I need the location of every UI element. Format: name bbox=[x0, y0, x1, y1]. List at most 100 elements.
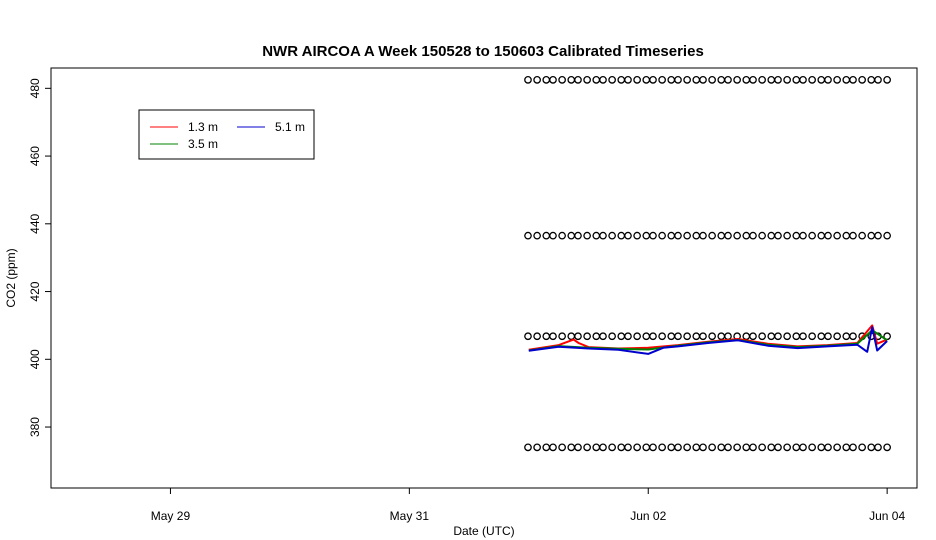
calibration-point bbox=[524, 231, 532, 240]
calibration-point bbox=[758, 443, 766, 452]
calibration-point bbox=[849, 76, 857, 84]
calibration-point bbox=[574, 332, 582, 341]
calibration-point bbox=[649, 231, 657, 240]
calibration-point bbox=[824, 231, 832, 240]
calibration-point bbox=[608, 332, 616, 341]
calibration-point bbox=[874, 231, 882, 240]
calibration-point bbox=[783, 332, 791, 341]
calibration-point bbox=[849, 332, 857, 341]
calibration-point bbox=[758, 231, 766, 240]
calibration-point bbox=[699, 443, 707, 452]
calibration-point bbox=[583, 332, 591, 341]
series-line-5-1-m bbox=[528, 326, 888, 355]
calibration-point bbox=[749, 443, 757, 452]
calibration-point bbox=[749, 231, 757, 240]
y-tick-label: 440 bbox=[28, 213, 42, 233]
calibration-point bbox=[533, 76, 541, 84]
calibration-point bbox=[699, 332, 707, 341]
calibration-point bbox=[633, 231, 641, 240]
calibration-point bbox=[549, 76, 557, 84]
calibration-point bbox=[674, 76, 682, 84]
calibration-point bbox=[599, 443, 607, 452]
legend: 1.3 m 3.5 m 5.1 m bbox=[138, 109, 315, 160]
calibration-point bbox=[733, 443, 741, 452]
calibration-point bbox=[758, 332, 766, 341]
calibration-point bbox=[849, 231, 857, 240]
calibration-point bbox=[783, 76, 791, 84]
calibration-point bbox=[524, 332, 532, 341]
calibration-point bbox=[599, 332, 607, 341]
calibration-point bbox=[658, 76, 666, 84]
calibration-point bbox=[799, 332, 807, 341]
calibration-point bbox=[574, 76, 582, 84]
calibration-point bbox=[799, 76, 807, 84]
calibration-point bbox=[883, 231, 891, 240]
calibration-point bbox=[724, 231, 732, 240]
calibration-point bbox=[774, 76, 782, 84]
calibration-point bbox=[824, 76, 832, 84]
x-axis-label: Date (UTC) bbox=[453, 524, 514, 538]
calibration-point bbox=[683, 231, 691, 240]
calibration-point bbox=[833, 76, 841, 84]
calibration-point bbox=[874, 76, 882, 84]
y-tick-label: 480 bbox=[28, 78, 42, 98]
calibration-point bbox=[658, 332, 666, 341]
calibration-point bbox=[708, 76, 716, 84]
calibration-point bbox=[858, 231, 866, 240]
calibration-point bbox=[708, 231, 716, 240]
calibration-point bbox=[749, 332, 757, 341]
x-tick-label: Jun 02 bbox=[630, 509, 666, 523]
calibration-point bbox=[824, 443, 832, 452]
calibration-point bbox=[524, 76, 532, 84]
y-tick-label: 460 bbox=[28, 146, 42, 166]
calibration-point bbox=[858, 76, 866, 84]
calibration-point bbox=[883, 76, 891, 84]
calibration-point bbox=[883, 443, 891, 452]
y-tick-label: 400 bbox=[28, 349, 42, 369]
calibration-point bbox=[808, 231, 816, 240]
calibration-point bbox=[724, 443, 732, 452]
y-tick-label: 420 bbox=[28, 281, 42, 301]
chart-title: NWR AIRCOA A Week 150528 to 150603 Calib… bbox=[262, 43, 704, 60]
calibration-point bbox=[649, 443, 657, 452]
calibration-point bbox=[549, 231, 557, 240]
calibration-point bbox=[774, 443, 782, 452]
calibration-point bbox=[774, 332, 782, 341]
calibration-point bbox=[624, 76, 632, 84]
calibration-point bbox=[674, 332, 682, 341]
calibration-point bbox=[699, 76, 707, 84]
calibration-point bbox=[624, 332, 632, 341]
x-axis: May 29 May 31 Jun 02 Jun 04 bbox=[151, 488, 905, 523]
calibration-point bbox=[874, 443, 882, 452]
calibration-point bbox=[583, 231, 591, 240]
calibration-point bbox=[733, 76, 741, 84]
x-tick-label: Jun 04 bbox=[869, 509, 905, 523]
calibration-point bbox=[599, 76, 607, 84]
calibration-point bbox=[708, 443, 716, 452]
calibration-point bbox=[858, 443, 866, 452]
y-axis-label: CO2 (ppm) bbox=[4, 248, 18, 307]
calibration-point bbox=[608, 76, 616, 84]
calibration-point bbox=[608, 231, 616, 240]
calibration-point bbox=[574, 443, 582, 452]
calibration-point bbox=[558, 76, 566, 84]
calibration-point bbox=[649, 76, 657, 84]
calibration-point bbox=[799, 443, 807, 452]
calibration-point bbox=[674, 231, 682, 240]
legend-entry: 1.3 m bbox=[188, 120, 218, 134]
series-lines bbox=[528, 324, 888, 355]
calibration-point bbox=[658, 443, 666, 452]
calibration-point bbox=[633, 332, 641, 341]
calibration-point bbox=[783, 443, 791, 452]
calibration-point bbox=[633, 76, 641, 84]
calibration-point bbox=[574, 231, 582, 240]
calibration-point bbox=[724, 76, 732, 84]
legend-entry: 5.1 m bbox=[275, 120, 305, 134]
calibration-point bbox=[683, 76, 691, 84]
calibration-point bbox=[624, 443, 632, 452]
calibration-point bbox=[774, 231, 782, 240]
plot-frame bbox=[50, 67, 918, 489]
calibration-point bbox=[583, 76, 591, 84]
